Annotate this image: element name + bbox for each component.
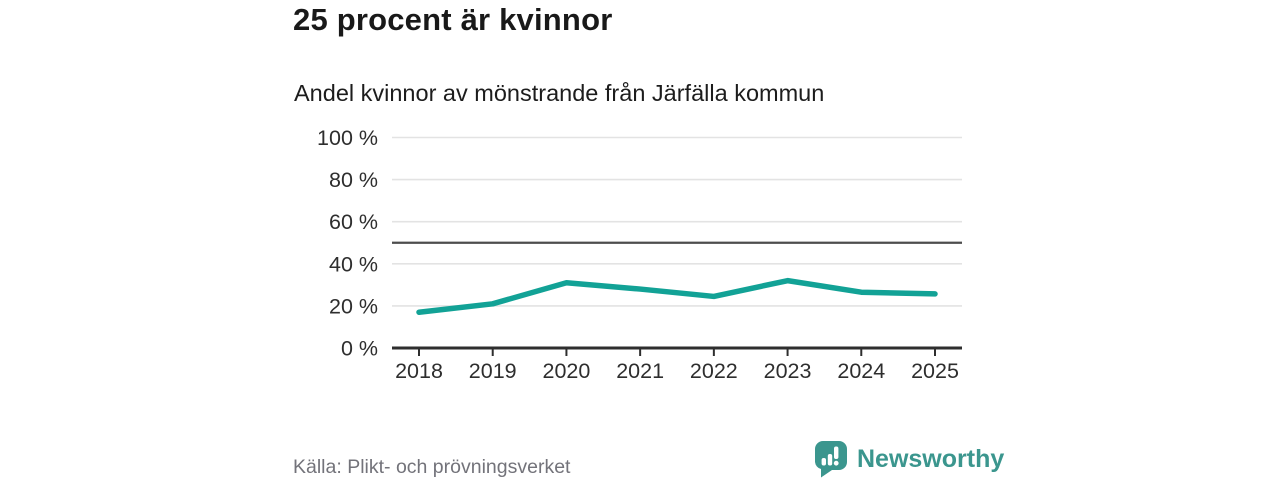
x-tick-label: 2025: [911, 359, 959, 383]
newsworthy-logo-icon: [815, 441, 847, 478]
x-tick-label: 2019: [469, 359, 517, 383]
x-tick-label: 2022: [690, 359, 738, 383]
source-note: Källa: Plikt- och prövningsverket: [293, 456, 571, 478]
y-tick-label: 100 %: [317, 126, 378, 150]
logo-exclamation-dot: [833, 460, 839, 466]
logo-bar-3: [834, 446, 839, 459]
y-tick-label: 60 %: [329, 210, 378, 234]
data-line: [416, 277, 938, 315]
x-tick-label: 2018: [395, 359, 443, 383]
x-tick-label: 2024: [837, 359, 885, 383]
newsworthy-logo: Newsworthy: [813, 440, 1004, 478]
newsworthy-logo-text: Newsworthy: [857, 444, 1005, 473]
logo-bar-2: [827, 454, 833, 466]
y-tick-label: 40 %: [329, 252, 378, 276]
chart-title: 25 procent är kvinnor: [293, 2, 613, 37]
chart-subtitle: Andel kvinnor av mönstrande från Järfäll…: [294, 80, 825, 106]
logo-bar-1: [821, 458, 826, 466]
y-tick-label: 0 %: [341, 337, 378, 361]
x-tick-label: 2020: [543, 359, 591, 383]
x-tick-label: 2021: [616, 359, 664, 383]
y-tick-label: 20 %: [329, 294, 378, 318]
x-tick-label: 2023: [764, 359, 812, 383]
y-tick-label: 80 %: [329, 168, 378, 192]
